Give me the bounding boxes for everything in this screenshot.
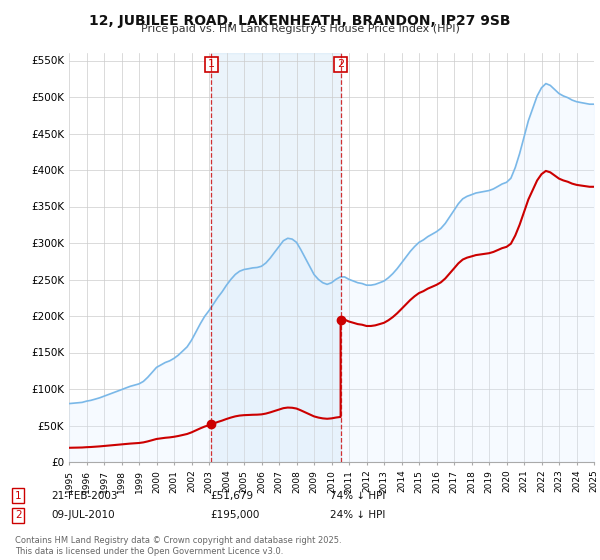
Text: 74% ↓ HPI: 74% ↓ HPI: [330, 491, 385, 501]
Text: 24% ↓ HPI: 24% ↓ HPI: [330, 510, 385, 520]
Text: 1: 1: [208, 59, 215, 69]
Text: 2: 2: [15, 510, 22, 520]
Text: Contains HM Land Registry data © Crown copyright and database right 2025.
This d: Contains HM Land Registry data © Crown c…: [15, 536, 341, 556]
Bar: [211, 53, 341, 462]
Text: Price paid vs. HM Land Registry's House Price Index (HPI): Price paid vs. HM Land Registry's House …: [140, 24, 460, 34]
Text: 2: 2: [337, 59, 344, 69]
Text: 21-FEB-2003: 21-FEB-2003: [51, 491, 118, 501]
Text: 09-JUL-2010: 09-JUL-2010: [51, 510, 115, 520]
Text: 1: 1: [15, 491, 22, 501]
Text: £51,679: £51,679: [210, 491, 253, 501]
Text: £195,000: £195,000: [210, 510, 259, 520]
Text: 12, JUBILEE ROAD, LAKENHEATH, BRANDON, IP27 9SB: 12, JUBILEE ROAD, LAKENHEATH, BRANDON, I…: [89, 14, 511, 28]
